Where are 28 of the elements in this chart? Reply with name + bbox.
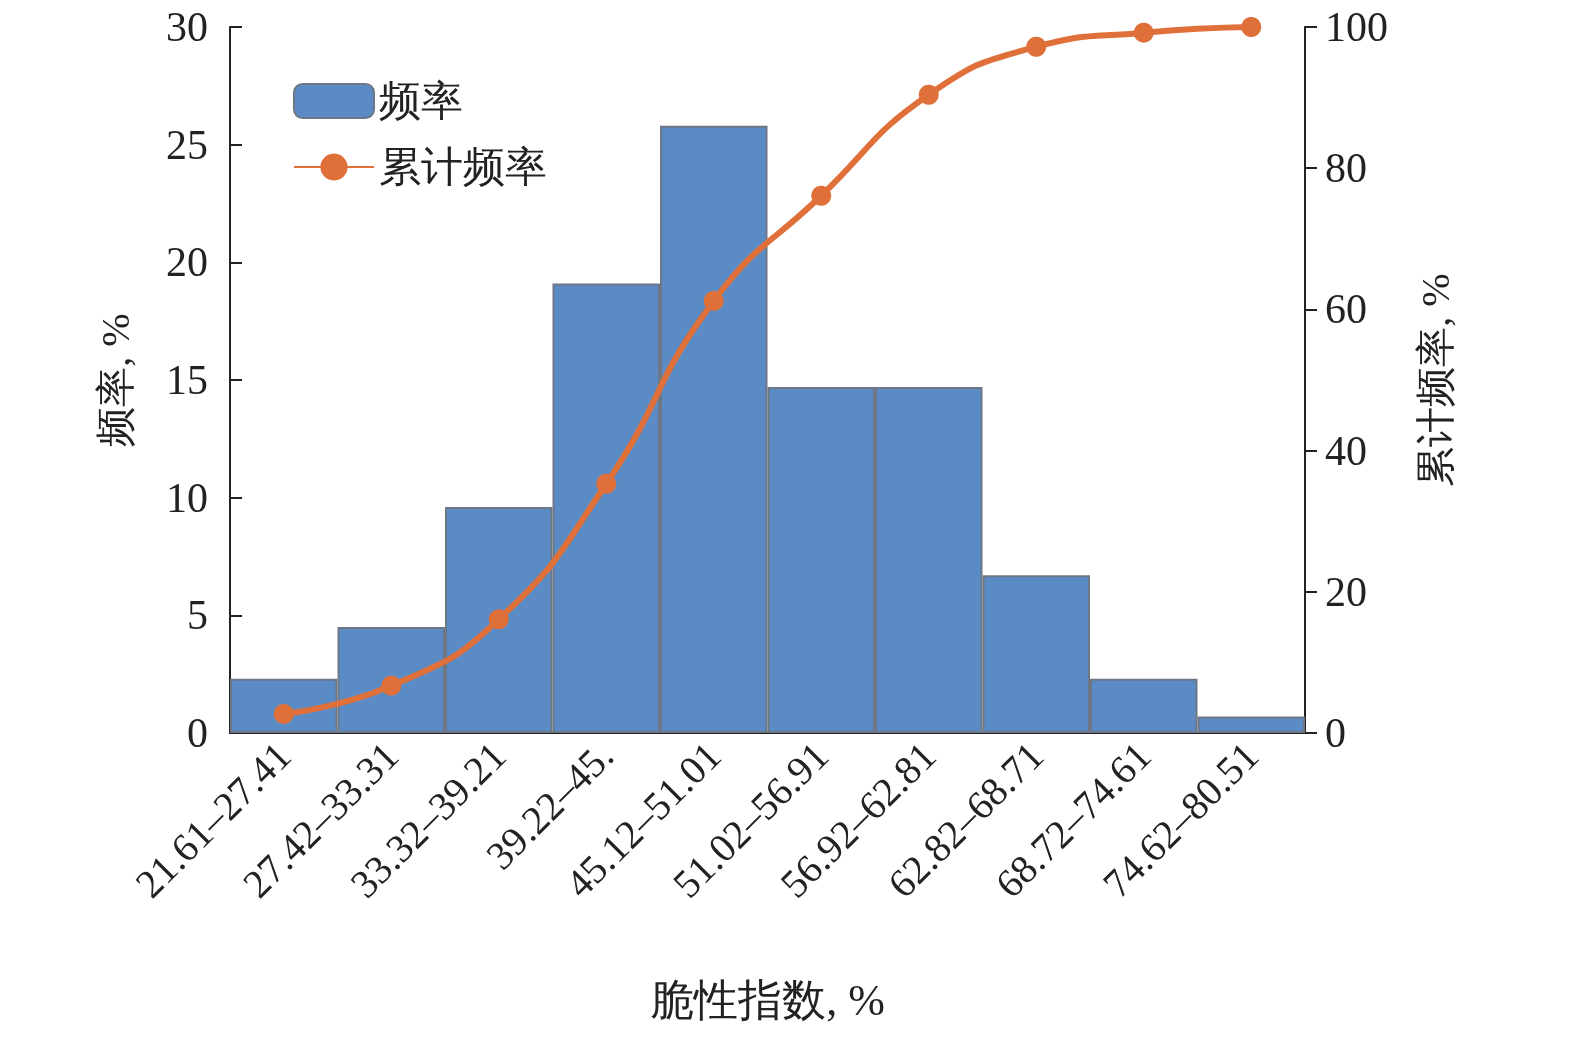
y-tick-label: 0 [187, 710, 208, 756]
y-tick-label: 20 [166, 239, 208, 286]
y2-tick-label: 60 [1325, 286, 1367, 333]
y-axis-title: 频率, % [92, 313, 138, 447]
point [596, 473, 617, 494]
y2-tick-label: 40 [1325, 427, 1367, 474]
legend-label: 累计频率 [379, 144, 547, 190]
y2-tick-label: 20 [1325, 568, 1367, 615]
y2-tick-label: 100 [1325, 4, 1388, 50]
point [273, 703, 294, 724]
y-tick-label: 5 [187, 592, 208, 639]
point [381, 675, 402, 696]
point [488, 609, 509, 630]
y2-tick-label: 0 [1325, 710, 1346, 756]
y-tick-label: 15 [166, 357, 208, 403]
point [1026, 36, 1047, 57]
point [1241, 17, 1262, 37]
legend-label: 频率 [379, 78, 463, 124]
y-tick-label: 10 [166, 474, 208, 521]
y2-tick-label: 80 [1325, 145, 1367, 192]
point [918, 84, 939, 105]
y-tick-label: 25 [166, 121, 208, 168]
point [703, 290, 724, 311]
point [1133, 22, 1154, 43]
point [811, 185, 832, 206]
y2-axis-title: 累计频率, % [1412, 273, 1458, 487]
x-axis-title: 脆性指数, % [650, 975, 885, 1025]
y-tick-label: 30 [166, 4, 208, 50]
